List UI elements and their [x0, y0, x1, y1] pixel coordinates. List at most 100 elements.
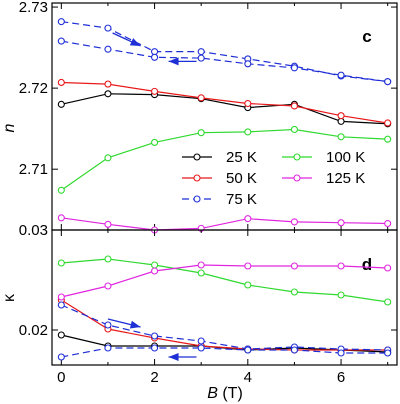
- legend-marker-2: [193, 174, 201, 182]
- panel-d-arrow-head-1: [168, 353, 179, 361]
- panel-c-series-3-point-6: [337, 71, 345, 79]
- panel-d-series-5-point-6: [337, 262, 345, 270]
- panel-d-frame: [51, 229, 398, 366]
- panel-c-series-0-point-6: [337, 117, 345, 125]
- panel-d-series-3-point-6: [337, 349, 345, 357]
- panel-c-series-5-point-4: [244, 215, 252, 223]
- panel-c-series-2-point-0: [57, 18, 65, 26]
- panel-d-series-line-5: [61, 264, 388, 298]
- legend: 25 K 100 K 50 K 125 K 75 K: [182, 149, 365, 208]
- panel-d-series-5-point-0: [57, 293, 65, 301]
- panel-c-series-3-point-5: [290, 64, 298, 72]
- panel-c-series-4-point-1: [104, 154, 112, 162]
- panel-c-ytick-label-0: 2.71: [19, 161, 48, 178]
- panel-c-series-4-point-5: [290, 125, 298, 134]
- panel-d-series-5-point-2: [151, 267, 159, 275]
- panel-d-ytick-label-0: 0.02: [19, 322, 48, 339]
- panel-c: c n 2.71 2.72 2.73 25 K 100 K 50 K 125 K 75 K: [1, 0, 398, 234]
- panel-d-series-3-point-4: [244, 346, 252, 354]
- panel-c-series-4-point-3: [197, 129, 205, 137]
- panel-d-series-3-point-1: [104, 344, 112, 352]
- legend-marker-1: [293, 153, 301, 161]
- panel-d-series-5-point-4: [244, 262, 252, 270]
- panel-d-series-2-point-3: [197, 337, 205, 345]
- panel-c-series-line-1: [61, 81, 388, 124]
- panel-c-series-3-point-7: [384, 78, 392, 86]
- panel-c-series-1-point-0: [57, 78, 65, 86]
- panel-c-series-1-point-5: [290, 102, 298, 110]
- panel-c-series-4-point-7: [384, 135, 392, 143]
- panel-c-series-0-point-1: [104, 90, 112, 98]
- legend-label-4: 75 K: [226, 191, 257, 208]
- panel-d-series-line-4: [61, 258, 388, 303]
- panel-c-ticks: 2.71 2.72 2.73: [19, 0, 397, 230]
- legend-label-1: 100 K: [326, 149, 365, 166]
- panel-c-series-1-point-6: [337, 112, 345, 120]
- panel-c-series-4-point-2: [151, 138, 159, 146]
- panel-c-series-5-point-7: [384, 219, 392, 228]
- legend-label-2: 50 K: [226, 170, 257, 187]
- panel-c-ytick-label-1: 2.72: [19, 80, 48, 97]
- panel-c-arrow-head-0: [129, 38, 141, 46]
- panel-d-series-4-point-7: [384, 298, 392, 306]
- panel-d-series-3-point-7: [384, 349, 392, 357]
- panel-d-series-4-point-6: [337, 291, 345, 299]
- panel-c-ylabel: n: [1, 123, 18, 132]
- panel-c-series-4-point-0: [57, 186, 65, 194]
- panel-d-series: [57, 255, 392, 361]
- panel-d-series-4-point-2: [151, 261, 159, 269]
- panel-d-ylabel: κ: [1, 293, 18, 302]
- panel-d-series-3-point-5: [290, 346, 298, 354]
- panel-d-series-4-point-0: [57, 259, 65, 267]
- panel-c-series-1-point-1: [104, 80, 112, 88]
- panel-d-series-0-point-0: [57, 331, 65, 339]
- panel-c-series-line-3: [61, 40, 388, 83]
- panel-c-series-3-point-1: [104, 45, 112, 53]
- panel-d-label: d: [362, 255, 372, 274]
- panel-d-series-5-point-1: [104, 282, 112, 290]
- legend-marker-4: [193, 195, 201, 203]
- panel-d-series-5-point-3: [197, 261, 205, 269]
- panel-c-series-line-0: [61, 93, 388, 125]
- panel-d-series-4-point-3: [197, 269, 205, 277]
- panel-c-series-3-point-2: [151, 53, 159, 61]
- legend-label-0: 25 K: [226, 149, 257, 166]
- panel-d-arrow-head-0: [129, 320, 141, 329]
- panel-c-series-3-point-4: [244, 60, 252, 68]
- panel-c-series-1-point-2: [151, 87, 159, 95]
- panel-d-series-4-point-1: [104, 255, 112, 263]
- legend-marker-3: [293, 174, 301, 182]
- panel-d-xtick-label-1: 2: [150, 369, 158, 386]
- panel-c-series-2-point-3: [197, 48, 205, 56]
- panel-c-series-3-point-3: [197, 54, 205, 62]
- panel-c-series: [57, 18, 392, 234]
- panel-c-series-5-point-6: [337, 219, 345, 227]
- panel-d-series-4-point-5: [290, 288, 298, 296]
- panel-c-ytick-label-2: 2.73: [19, 0, 48, 16]
- panel-d-xtick-label-3: 6: [337, 369, 345, 386]
- panel-d: d κ 0.02 0.03 0 2 4 6 B (T): [1, 222, 398, 402]
- panel-d-series-3-point-3: [197, 344, 205, 352]
- panel-c-series-5-point-1: [104, 220, 112, 228]
- panel-d-series-2-point-0: [57, 301, 65, 309]
- panel-c-series-4-point-4: [244, 128, 252, 136]
- panel-c-series-1-point-3: [197, 94, 205, 102]
- panel-d-series-5-point-5: [290, 262, 298, 270]
- panel-d-series-3-point-0: [57, 353, 65, 361]
- panel-c-series-5-point-0: [57, 214, 65, 222]
- panel-c-series-3-point-0: [57, 37, 65, 45]
- legend-label-3: 125 K: [326, 170, 365, 187]
- panel-d-series-3-point-2: [151, 344, 159, 352]
- panel-c-series-line-2: [61, 21, 388, 83]
- legend-marker-0: [193, 153, 201, 161]
- panel-d-ytick-label-1: 0.03: [19, 222, 48, 239]
- panel-c-series-1-point-7: [384, 119, 392, 127]
- panel-c-series-line-5: [61, 217, 388, 231]
- panel-d-series-line-3: [61, 347, 388, 358]
- x-axis-label: B (T): [207, 385, 243, 402]
- panel-c-series-line-4: [60, 128, 388, 191]
- panel-d-series-2-point-1: [104, 321, 112, 329]
- panel-d-series-4-point-4: [244, 281, 252, 289]
- panel-d-arrows: [107, 318, 197, 361]
